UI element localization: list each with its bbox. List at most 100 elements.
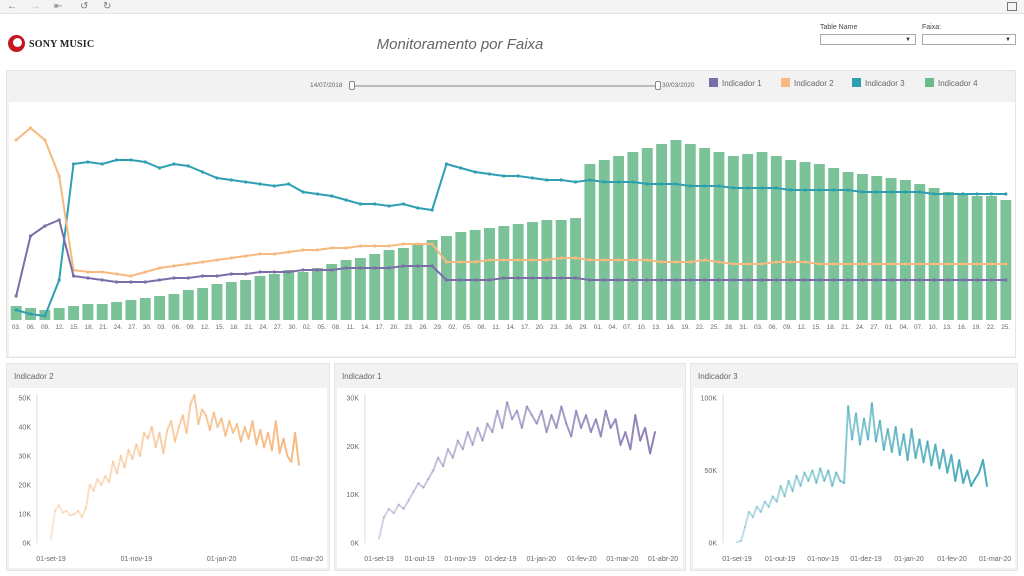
- y-tick-label: 40K: [19, 425, 32, 432]
- point-indicador-1: [416, 264, 420, 268]
- slider-handle-end[interactable]: [655, 81, 661, 90]
- point-indicador-2: [315, 248, 319, 252]
- point-indicador-1: [789, 278, 793, 282]
- panel-title: Indicador 3: [698, 372, 738, 381]
- line-segment: [535, 409, 543, 425]
- date-slider-track[interactable]: [352, 85, 659, 87]
- bar-indicador-4: [670, 140, 682, 320]
- back-arrow-icon[interactable]: ←: [7, 1, 17, 12]
- line-segment: [131, 443, 138, 460]
- line-segment: [127, 449, 134, 460]
- point-indicador-3: [932, 192, 936, 196]
- line-segment: [259, 428, 266, 449]
- x-tick-label: 13.: [943, 324, 952, 331]
- filter-label: Faixa:: [922, 24, 942, 31]
- x-tick-label: 17.: [376, 324, 385, 331]
- point-indicador-2: [1004, 262, 1008, 266]
- point-indicador-1: [100, 278, 104, 282]
- point-indicador-2: [57, 174, 61, 178]
- line-segment: [803, 471, 810, 482]
- y-tick-label: 0K: [708, 541, 717, 548]
- bar-indicador-4: [856, 174, 868, 320]
- x-tick-label: 20.: [536, 324, 545, 331]
- bar-indicador-4: [684, 144, 696, 320]
- line-segment: [84, 484, 91, 510]
- toolbar: ← → ⇤ ↺ ↻: [0, 0, 1024, 14]
- bar-indicador-4: [871, 176, 883, 320]
- line-segment: [476, 426, 484, 442]
- faixa-filter: Faixa: ▼: [922, 24, 1016, 45]
- point-indicador-2: [373, 244, 377, 248]
- point-indicador-3: [172, 162, 176, 166]
- x-tick-label: 22.: [987, 324, 996, 331]
- point-indicador-1: [961, 278, 965, 282]
- skip-to-start-icon[interactable]: ⇤: [54, 1, 63, 12]
- point-indicador-3: [416, 206, 420, 210]
- refresh-icon[interactable]: ↻: [103, 1, 112, 12]
- point-indicador-3: [660, 182, 664, 186]
- bar-indicador-4: [598, 160, 610, 320]
- point-indicador-1: [114, 280, 119, 284]
- point-indicador-3: [430, 208, 434, 212]
- bar-indicador-4: [369, 254, 381, 320]
- legend-item-indicador-1[interactable]: Indicador 1: [709, 78, 762, 88]
- line-segment: [859, 417, 865, 446]
- point-indicador-3: [215, 176, 219, 180]
- point-indicador-1: [545, 276, 549, 280]
- line-segment: [550, 414, 558, 429]
- legend-item-indicador-2[interactable]: Indicador 2: [781, 78, 834, 88]
- main-combo-chart: 03. 06. 09. 12. 15. 18. 21. 24. 27. 30. 03. 06. 09. 1…: [9, 102, 1015, 356]
- point-indicador-3: [373, 202, 377, 206]
- bar-indicador-4: [813, 164, 825, 320]
- chevron-down-icon: ▼: [905, 37, 911, 43]
- line-indicador-3: [15, 159, 1006, 318]
- bar-indicador-4: [727, 156, 739, 320]
- bar-indicador-4: [154, 296, 166, 320]
- line-segment: [197, 408, 204, 426]
- point-indicador-3: [244, 180, 248, 184]
- point-indicador-3: [229, 178, 233, 182]
- legend-item-indicador-4[interactable]: Indicador 4: [925, 78, 978, 88]
- revert-icon[interactable]: ↺: [80, 1, 89, 12]
- legend-label: Indicador 1: [722, 79, 762, 88]
- bar-indicador-4: [240, 280, 252, 320]
- bar-indicador-4: [412, 244, 424, 320]
- point-indicador-1: [344, 266, 348, 270]
- x-tick-label: 01-set-19: [36, 556, 66, 563]
- point-indicador-2: [473, 260, 477, 264]
- line-segment: [115, 455, 122, 475]
- bar-indicador-4: [828, 168, 840, 320]
- line-segment: [282, 437, 289, 457]
- point-indicador-3: [258, 182, 262, 186]
- point-indicador-3: [57, 278, 61, 282]
- legend-item-indicador-3[interactable]: Indicador 3: [852, 78, 905, 88]
- line-segment: [763, 500, 770, 508]
- line-segment: [974, 471, 981, 480]
- fullscreen-icon[interactable]: [1007, 2, 1017, 11]
- faixa-dropdown[interactable]: ▼: [922, 34, 1016, 45]
- bar-indicador-4: [469, 230, 481, 320]
- x-tick-label: 09.: [41, 324, 50, 331]
- point-indicador-1: [660, 278, 664, 282]
- point-indicador-2: [272, 252, 276, 256]
- point-indicador-3: [760, 186, 764, 190]
- point-indicador-2: [530, 258, 535, 262]
- x-tick-label: 12.: [201, 324, 210, 331]
- x-tick-label: 01-set-19: [364, 556, 394, 563]
- line-segment: [139, 431, 145, 457]
- point-indicador-3: [875, 190, 879, 194]
- legend-swatch: [781, 78, 790, 87]
- line-segment: [755, 505, 762, 513]
- point-indicador-1: [215, 274, 219, 278]
- point-indicador-2: [444, 260, 449, 264]
- x-tick-label: 23.: [550, 324, 559, 331]
- point-indicador-2: [803, 260, 807, 264]
- x-tick-label: 16.: [667, 324, 676, 331]
- table-name-dropdown[interactable]: ▼: [820, 34, 916, 45]
- bar-indicador-4: [943, 192, 954, 320]
- forward-arrow-icon[interactable]: →: [30, 1, 40, 12]
- slider-handle-start[interactable]: [349, 81, 355, 90]
- line-segment: [639, 426, 647, 442]
- line-segment: [387, 507, 395, 515]
- bar-indicador-4: [641, 148, 653, 320]
